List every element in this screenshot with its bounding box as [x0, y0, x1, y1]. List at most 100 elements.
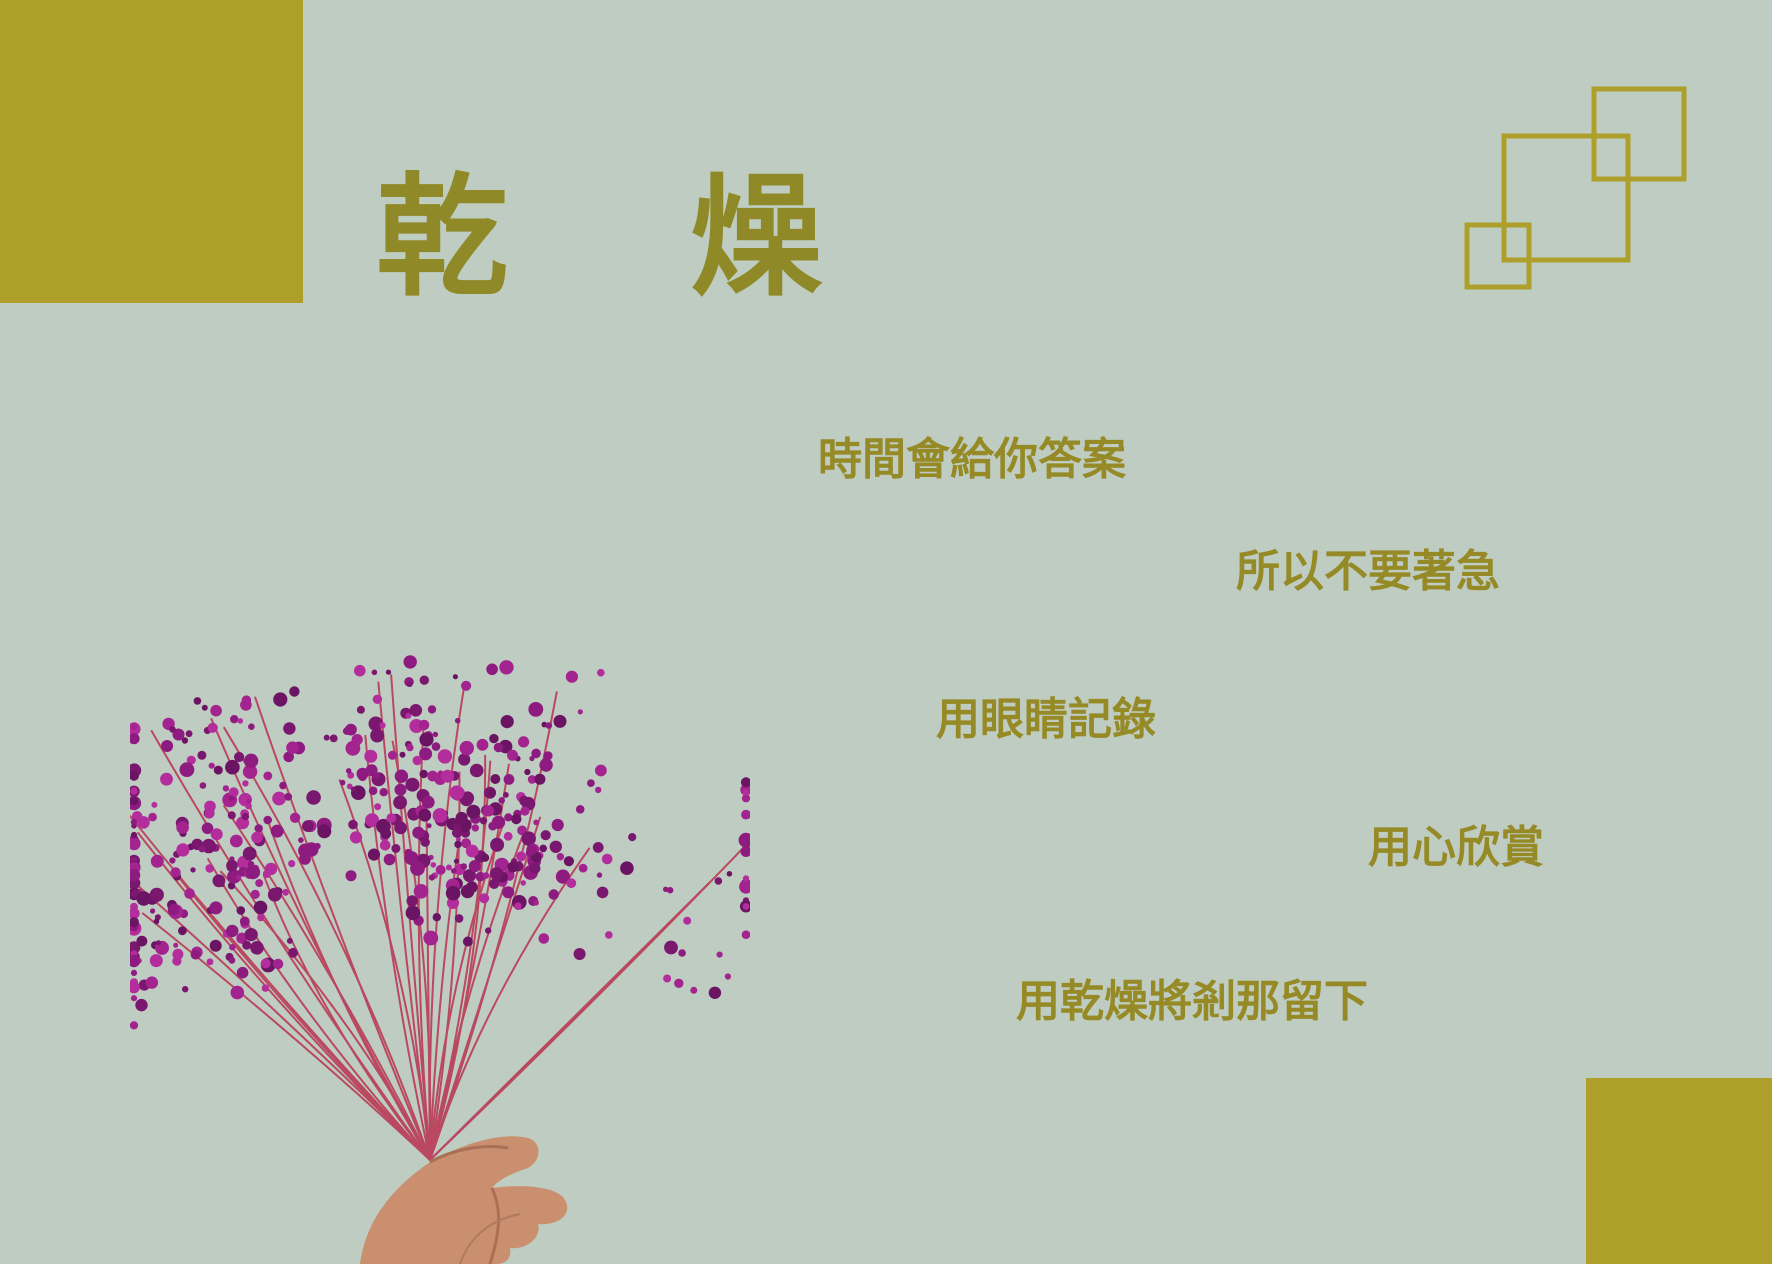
flower-bud	[161, 740, 174, 752]
flower-bud	[553, 714, 567, 728]
flower-bud	[379, 840, 391, 851]
stem	[171, 868, 431, 1161]
flower-bud	[597, 668, 605, 677]
flower-bud	[543, 751, 553, 761]
flower-bud	[740, 846, 750, 857]
flower-bud	[459, 740, 474, 756]
flower-bud	[205, 864, 214, 873]
flower-bud	[393, 795, 407, 810]
flower-bud	[503, 774, 515, 785]
flower-bud	[250, 889, 260, 899]
flower-bud	[714, 877, 723, 885]
flower-bud	[432, 913, 441, 922]
flower-bud	[346, 783, 353, 790]
stem	[150, 729, 431, 1161]
flower-bud	[520, 806, 530, 816]
poem-line-1: 時間會給你答案	[818, 434, 1126, 485]
flower-bud	[263, 771, 273, 781]
stem	[206, 857, 431, 1161]
flower-bud	[286, 937, 293, 944]
flower-bud	[460, 863, 468, 870]
flower-bud	[394, 783, 407, 796]
flower-bud	[409, 704, 423, 717]
flower-bud	[130, 954, 141, 968]
flower-bud	[531, 748, 541, 759]
flower-bud	[741, 794, 750, 803]
flower-bud	[186, 755, 196, 765]
flower-bud	[286, 741, 299, 754]
flower-bud	[468, 860, 481, 873]
flower-bud	[465, 844, 479, 858]
flower-bud	[170, 867, 181, 878]
flower-bud	[230, 985, 245, 1000]
flower-bud	[742, 903, 750, 910]
flower-bud	[405, 777, 420, 792]
flower-bud	[545, 722, 553, 729]
flower-bud	[288, 947, 298, 958]
flower-bud	[432, 808, 448, 823]
flower-bud	[283, 722, 296, 735]
flower-bud	[742, 875, 750, 882]
flower-bud	[130, 969, 138, 976]
flower-bud	[479, 817, 488, 825]
poem-line-5: 用乾燥將剎那留下	[1016, 976, 1368, 1027]
flower-bud	[345, 870, 357, 882]
flower-bud	[288, 860, 296, 868]
flower-bud	[135, 998, 148, 1012]
flower-bud	[323, 734, 330, 741]
flower-bud	[365, 764, 378, 777]
flower-bud	[527, 775, 537, 784]
flower-bud	[130, 797, 139, 806]
flower-bud	[738, 832, 750, 848]
flower-bud	[708, 986, 722, 999]
flower-bud	[236, 874, 242, 880]
flower-bud	[491, 815, 506, 829]
flower-bud	[204, 800, 216, 813]
flower-bud	[449, 785, 465, 800]
flower-bud	[244, 928, 258, 942]
flower-bud	[526, 844, 537, 856]
flower-bud	[156, 940, 161, 946]
flower-bud	[476, 738, 489, 751]
flower-bud	[605, 931, 613, 939]
flower-bud	[595, 786, 602, 794]
flower-bud	[503, 831, 513, 841]
flower-bud	[428, 874, 435, 881]
flower-bud	[379, 722, 386, 729]
flower-bud	[270, 824, 284, 838]
flower-bud	[368, 786, 378, 795]
flower-bud	[489, 878, 500, 889]
flower-bud	[230, 715, 239, 724]
flower-bud	[516, 851, 527, 862]
flower-bud	[592, 842, 604, 853]
flower-bud	[178, 926, 187, 936]
flower-bud	[423, 930, 439, 946]
flower-bud	[518, 736, 530, 748]
flower-bud	[212, 874, 226, 888]
flower-bud	[130, 837, 141, 851]
flower-bud	[242, 764, 258, 779]
flower-bud	[507, 861, 519, 873]
flower-bud	[529, 862, 541, 874]
flower-bud	[237, 718, 244, 724]
flower-bud	[210, 704, 222, 717]
flower-bud	[209, 901, 223, 915]
flower-bud	[225, 759, 240, 775]
flower-bud	[455, 836, 461, 842]
flower-bud	[534, 773, 546, 785]
flower-bud	[419, 732, 434, 747]
flower-bud	[406, 743, 414, 752]
flower-bud	[419, 769, 428, 779]
hand-icon	[360, 1136, 568, 1264]
poem-line-3: 用眼睛記錄	[936, 694, 1156, 745]
flower-bud	[595, 764, 607, 777]
flower-bud	[486, 663, 498, 676]
flower-bud	[482, 872, 490, 879]
stem	[429, 821, 505, 1161]
flower-bud	[130, 995, 138, 1002]
flower-bud	[131, 820, 137, 826]
flower-bud	[210, 828, 223, 841]
flower-bud	[386, 813, 397, 823]
flower-bud	[489, 733, 499, 744]
flower-bud	[172, 948, 184, 960]
